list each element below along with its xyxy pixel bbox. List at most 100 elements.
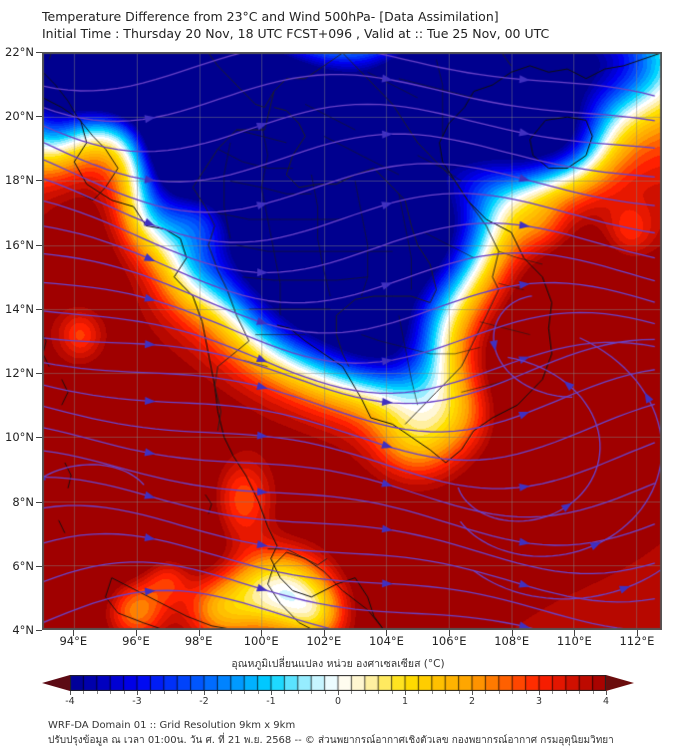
colorbar-tick <box>498 691 500 694</box>
colorbar-tick <box>539 691 540 695</box>
colorbar-block: อุณหภูมิเปลี่ยนแปลง หน่วย องศาเซลเซียส (… <box>0 655 676 711</box>
colorbar-tick-label: 2 <box>468 696 476 707</box>
colorbar-tick <box>96 691 98 694</box>
colorbar <box>42 675 634 691</box>
colorbar-tick <box>83 691 85 694</box>
colorbar-extend-low-icon <box>42 675 70 691</box>
colorbar-tick <box>284 691 286 694</box>
x-axis-tick <box>73 630 75 636</box>
colorbar-gradient <box>70 675 606 691</box>
colorbar-tick-label: 4 <box>602 696 610 707</box>
y-axis-tick-label: 12°N <box>5 366 34 381</box>
x-axis-tick <box>449 630 451 636</box>
colorbar-tick <box>311 691 313 694</box>
x-axis-tick <box>323 630 325 636</box>
x-axis-tick-label: 110°E <box>556 634 592 648</box>
colorbar-tick <box>364 691 366 694</box>
colorbar-tick <box>271 691 272 695</box>
colorbar-tick <box>592 691 594 694</box>
chart-title: Temperature Difference from 23°C and Win… <box>42 9 499 24</box>
colorbar-tick-label: 0 <box>334 696 342 707</box>
x-axis-tick-label: 102°E <box>306 634 342 648</box>
colorbar-tick-label: -3 <box>132 696 142 707</box>
x-axis-tick <box>135 630 137 636</box>
colorbar-tick <box>579 691 581 694</box>
x-axis-tick <box>198 630 200 636</box>
y-axis-tick <box>36 52 42 53</box>
colorbar-tick <box>512 691 514 694</box>
colorbar-tick <box>257 691 259 694</box>
colorbar-tick-label: -4 <box>65 696 75 707</box>
y-axis-tick-label: 14°N <box>5 301 34 316</box>
colorbar-tick <box>552 691 554 694</box>
y-axis-tick <box>36 437 42 439</box>
y-axis-tick-label: 22°N <box>5 45 34 59</box>
y-axis-tick-label: 4°N <box>12 623 34 637</box>
y-axis-tick-label: 8°N <box>12 494 34 509</box>
footer: WRF-DA Domain 01 :: Grid Resolution 9km … <box>48 718 658 748</box>
colorbar-tick <box>230 691 232 694</box>
y-axis-tick <box>36 308 42 310</box>
colorbar-tick <box>217 691 219 694</box>
colorbar-tick <box>137 691 138 695</box>
colorbar-ticks: -4 -3 -2 -1 0 1 2 3 4 <box>42 691 634 711</box>
x-axis-tick-label: 108°E <box>494 634 530 648</box>
colorbar-tick <box>525 691 527 694</box>
x-axis-tick-label: 98°E <box>184 634 213 648</box>
colorbar-tick <box>472 691 473 695</box>
y-axis-tick-label: 20°N <box>5 109 34 124</box>
colorbar-tick <box>458 691 460 694</box>
colorbar-tick <box>244 691 246 694</box>
colorbar-tick <box>110 691 112 694</box>
x-axis-tick-label: 96°E <box>122 634 150 648</box>
colorbar-tick <box>485 691 487 694</box>
colorbar-tick-label: 3 <box>535 696 543 707</box>
map-plot-area <box>42 52 662 630</box>
colorbar-tick <box>324 691 326 694</box>
y-axis-tick <box>36 116 42 118</box>
colorbar-tick <box>445 691 447 694</box>
colorbar-tick <box>163 691 165 694</box>
footer-credit: ปรับปรุงข้อมูล ณ เวลา 01:00น. วัน ศ. ที่… <box>48 735 614 746</box>
y-axis-tick <box>36 565 42 567</box>
x-axis-tick <box>261 630 263 636</box>
colorbar-tick <box>150 691 152 694</box>
colorbar-tick <box>431 691 433 694</box>
y-axis-tick <box>36 180 42 182</box>
colorbar-tick <box>565 691 567 694</box>
colorbar-tick <box>70 691 71 695</box>
colorbar-tick <box>405 691 406 695</box>
colorbar-tick-label: 1 <box>401 696 409 707</box>
colorbar-tick <box>190 691 192 694</box>
x-axis-tick <box>386 630 388 636</box>
colorbar-tick <box>351 691 353 694</box>
x-axis-tick <box>574 630 576 636</box>
y-axis-tick <box>36 244 42 246</box>
colorbar-tick <box>378 691 380 694</box>
x-axis-tick-label: 104°E <box>368 634 404 648</box>
x-axis-tick-label: 106°E <box>431 634 467 648</box>
colorbar-tick-label: -1 <box>266 696 276 707</box>
temperature-anomaly-map <box>43 53 661 629</box>
y-axis-tick-label: 6°N <box>12 558 34 573</box>
y-axis-tick-label: 16°N <box>5 237 34 252</box>
x-axis-tick <box>511 630 513 636</box>
colorbar-tick <box>297 691 299 694</box>
colorbar-extend-high-icon <box>606 675 634 691</box>
colorbar-tick <box>204 691 205 695</box>
chart-subtitle: Initial Time : Thursday 20 Nov, 18 UTC F… <box>42 26 550 41</box>
y-axis-tick-label: 18°N <box>5 173 34 188</box>
x-axis-tick <box>636 630 638 636</box>
y-axis-tick-label: 10°N <box>5 430 34 445</box>
y-axis-tick <box>36 630 42 631</box>
x-axis-tick-label: 112°E <box>619 634 655 648</box>
footer-model-info: WRF-DA Domain 01 :: Grid Resolution 9km … <box>48 720 296 731</box>
y-axis-tick <box>36 373 42 375</box>
colorbar-tick <box>123 691 125 694</box>
colorbar-tick <box>177 691 179 694</box>
colorbar-tick <box>391 691 393 694</box>
chart-title-block: Temperature Difference from 23°C and Win… <box>42 8 662 42</box>
x-axis-tick-label: 94°E <box>59 634 88 648</box>
x-axis-tick-label: 100°E <box>243 634 279 648</box>
colorbar-tick-label: -2 <box>199 696 209 707</box>
